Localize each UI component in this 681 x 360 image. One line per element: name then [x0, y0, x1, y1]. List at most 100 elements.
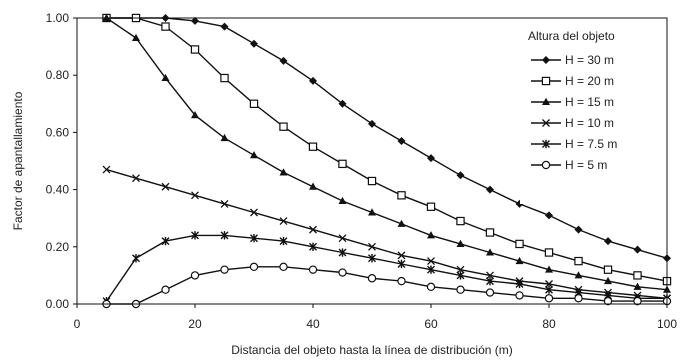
data-point: [545, 211, 553, 220]
data-point: [427, 231, 435, 239]
series-line: [105, 234, 667, 302]
y-tick-label: 0.00: [46, 297, 70, 311]
data-point: [161, 73, 170, 82]
data-point: [486, 276, 494, 286]
data-point: [603, 265, 613, 274]
data-point: [574, 271, 583, 279]
legend-item: H = 30 m: [531, 53, 614, 67]
data-point: [220, 133, 229, 142]
data-point: [544, 248, 554, 257]
data-point: [102, 13, 111, 21]
data-point: [338, 99, 347, 108]
data-point: [427, 265, 435, 274]
legend-marker: [542, 97, 550, 105]
data-point: [426, 282, 436, 292]
data-point: [220, 231, 229, 240]
series-line: [106, 168, 668, 299]
data-point: [397, 136, 406, 145]
data-point: [309, 242, 317, 251]
data-point: [161, 22, 170, 31]
data-point: [250, 208, 258, 217]
data-point: [604, 237, 612, 246]
legend-marker: [542, 56, 550, 64]
data-point: [190, 271, 200, 280]
data-point: [338, 234, 347, 243]
data-point: [220, 265, 229, 274]
y-tick-label: 1.00: [46, 11, 70, 25]
y-tick-label: 0.80: [46, 68, 70, 82]
legend-label: H = 30 m: [565, 53, 614, 67]
data-point: [368, 254, 376, 263]
x-axis-label: Distancia del objeto hasta la línea de d…: [231, 343, 512, 357]
series-0: [102, 14, 671, 263]
data-point: [338, 248, 347, 257]
data-point: [515, 291, 524, 300]
data-point: [545, 265, 553, 273]
data-point: [574, 294, 583, 303]
data-point: [279, 262, 288, 272]
series-line: [106, 266, 667, 305]
legend-item: H = 20 m: [531, 74, 614, 88]
legend-item: H = 15 m: [531, 95, 614, 109]
data-point: [633, 271, 642, 280]
data-point: [132, 254, 140, 263]
data-point: [574, 256, 583, 266]
data-point: [397, 259, 406, 269]
data-point: [633, 282, 642, 290]
data-point: [368, 208, 376, 216]
data-point: [338, 196, 347, 205]
data-point: [250, 39, 258, 48]
data-point: [427, 257, 435, 266]
series-line: [106, 17, 668, 259]
x-tick-label: 60: [424, 317, 438, 331]
legend-background: [520, 24, 658, 204]
legend-label: H = 15 m: [565, 95, 614, 109]
data-point: [397, 276, 406, 286]
data-point: [161, 182, 170, 191]
data-point: [397, 219, 406, 227]
data-point: [486, 271, 494, 280]
data-point: [456, 265, 465, 274]
data-point: [574, 225, 583, 234]
data-point: [456, 271, 465, 280]
y-tick-label: 0.40: [46, 183, 70, 197]
legend-item: H = 5 m: [531, 158, 607, 172]
data-point: [308, 142, 318, 151]
y-tick-label: 0.20: [46, 240, 70, 254]
x-tick-label: 20: [188, 317, 202, 331]
data-point: [220, 199, 229, 208]
data-point: [456, 239, 465, 247]
data-point: [603, 296, 613, 306]
data-point: [279, 217, 288, 226]
y-tick-label: 0.60: [46, 125, 70, 139]
axes: 0 20 40 60 80 100 0.00 0.20 0.40 0.60 0.80 1.00 Dist…: [11, 11, 677, 357]
data-point: [485, 228, 495, 237]
legend-item: H = 10 m: [531, 116, 614, 130]
data-point: [456, 216, 465, 226]
data-point: [515, 239, 524, 249]
legend-label: H = 5 m: [565, 158, 607, 172]
data-point: [515, 279, 524, 289]
data-point: [604, 276, 612, 285]
x-tick-label: 100: [657, 317, 677, 331]
data-point: [161, 236, 170, 246]
data-point: [633, 245, 642, 254]
series-4: [102, 231, 671, 306]
data-point: [250, 234, 258, 243]
data-point: [191, 111, 199, 119]
legend-label: H = 10 m: [565, 116, 614, 130]
data-point: [545, 285, 553, 294]
legend: Altura del objeto H = 30 m H = 20 m H = 15 …: [520, 24, 658, 204]
data-point: [633, 296, 642, 306]
x-tick-label: 80: [542, 317, 556, 331]
plot-area: [102, 13, 672, 309]
data-point: [250, 151, 258, 159]
data-point: [515, 256, 524, 265]
data-point: [279, 122, 288, 131]
legend-label: H = 7.5 m: [565, 137, 617, 151]
series-5: [102, 262, 672, 309]
legend-marker: [541, 160, 551, 170]
plot-frame: [76, 17, 668, 305]
x-tick-label: 40: [306, 317, 320, 331]
data-point: [191, 16, 199, 25]
